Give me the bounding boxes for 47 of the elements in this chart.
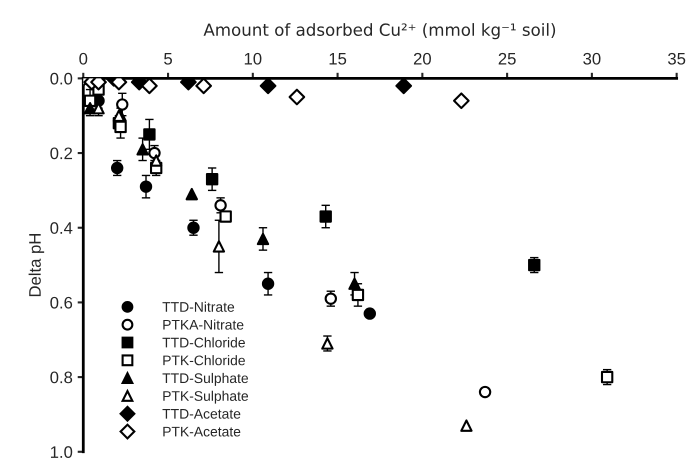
point	[186, 188, 198, 200]
y-tick-label: 0.8	[50, 372, 72, 384]
point	[320, 210, 332, 223]
point	[478, 386, 492, 398]
legend-label: PTK-Sulphate	[163, 390, 248, 404]
y-tick-label: 0.4	[50, 222, 72, 234]
x-tick-label: 30	[583, 52, 600, 65]
x-tick-label: 15	[330, 53, 346, 65]
point	[219, 210, 232, 223]
point	[364, 307, 376, 320]
y-tick-label: 0.2	[50, 147, 72, 160]
point	[206, 172, 218, 186]
point	[136, 143, 149, 156]
x-tick-label: 5	[164, 53, 172, 65]
point	[395, 78, 412, 94]
point	[288, 88, 306, 106]
point	[260, 78, 276, 94]
x-axis-title: Amount of adsorbed Cu²⁺ (mmol kg⁻¹ soil)	[204, 23, 556, 40]
point	[195, 78, 212, 94]
point	[212, 240, 226, 253]
legend-label: PTK-Chloride	[163, 355, 245, 366]
legend-label: TTD-Sulphate	[162, 372, 248, 386]
x-tick-label: 20	[414, 52, 431, 65]
legend-label: TTD-Chloride	[162, 337, 245, 348]
point	[140, 180, 152, 193]
y-tick-label: 0.6	[50, 296, 72, 309]
point	[143, 128, 156, 141]
point	[114, 120, 127, 134]
legend-label: PTK-Acetate	[163, 426, 240, 437]
point	[352, 288, 364, 302]
x-tick-label: 10	[244, 52, 262, 65]
point	[348, 278, 361, 290]
y-tick-label: 0.0	[50, 72, 72, 85]
legend-label: TTD-Acetate	[162, 409, 240, 419]
point	[262, 278, 274, 290]
point	[460, 419, 473, 432]
y-tick-label: 1.0	[50, 446, 72, 458]
x-tick-label: 0	[79, 52, 88, 65]
point	[141, 78, 158, 94]
legend-label: TTD-Nitrate	[162, 302, 234, 312]
legend-label: PTKA-Nitrate	[163, 319, 244, 330]
y-axis-title: Delta pH	[28, 234, 44, 296]
x-tick-label: 35	[668, 52, 686, 65]
point	[116, 98, 128, 111]
point	[453, 92, 470, 110]
point	[256, 232, 270, 246]
x-tick-label: 25	[498, 52, 516, 65]
